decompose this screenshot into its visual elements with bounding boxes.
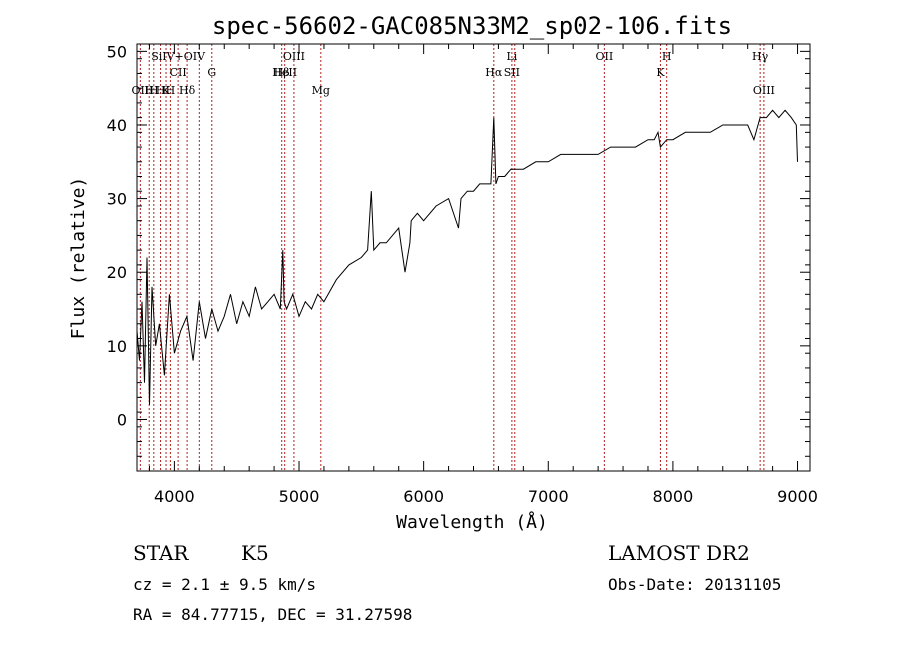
coordinates-text: RA = 84.77715, DEC = 31.27598 — [133, 605, 412, 624]
line-label: HeII — [272, 66, 297, 79]
line-label: H — [149, 84, 159, 97]
y-tick-label: 30 — [107, 190, 127, 209]
x-tick-label: 5000 — [279, 487, 320, 506]
survey-label: LAMOST DR2 — [608, 541, 750, 565]
plot-frame — [136, 43, 811, 472]
y-tick-label: 40 — [107, 116, 127, 135]
x-tick-label: 4000 — [154, 487, 195, 506]
line-label: OIII — [283, 50, 305, 63]
line-label: Hβ — [274, 66, 290, 79]
line-label: SiIV+OIV — [151, 50, 206, 63]
y-tick-label: 10 — [107, 337, 127, 356]
line-label: Hγ — [752, 50, 769, 63]
y-tick-label: 50 — [107, 42, 127, 61]
line-label: H — [156, 84, 166, 97]
class-label: STAR — [133, 541, 189, 565]
subclass-label: K5 — [241, 541, 269, 565]
cz-text: cz = 2.1 ± 9.5 km/s — [133, 575, 316, 594]
x-tick-label: 7000 — [528, 487, 569, 506]
line-label: SII — [504, 66, 520, 79]
x-axis-label: Wavelength (Å) — [396, 511, 548, 533]
line-label: Hα — [485, 66, 503, 79]
y-axis-label: Flux (relative) — [68, 177, 89, 340]
x-axis-ticks: 4000 5000 6000 7000 8000 9000 — [148, 44, 818, 506]
line-label: CII — [170, 66, 187, 79]
x-tick-label: 8000 — [653, 487, 694, 506]
x-tick-label: 6000 — [403, 487, 444, 506]
line-label: Li — [506, 50, 517, 63]
line-label: K — [656, 66, 665, 79]
y-tick-label: 0 — [117, 410, 127, 429]
obs-date-text: Obs-Date: 20131105 — [608, 575, 781, 594]
line-label: OII — [132, 84, 150, 97]
line-label: H — [166, 84, 176, 97]
line-label: OII — [596, 50, 614, 63]
y-axis-ticks: 0 10 20 30 40 50 — [107, 42, 810, 457]
chart-title: spec-56602-GAC085N33M2_sp02-106.fits — [212, 12, 732, 40]
line-label: Hδ — [179, 84, 196, 97]
x-tick-label: 9000 — [777, 487, 818, 506]
line-label: H — [144, 84, 154, 97]
line-label: OIII — [753, 84, 775, 97]
line-label: K — [162, 84, 171, 97]
emission-line-markers — [139, 44, 765, 471]
spectrum-line — [136, 109, 798, 405]
line-label: H — [662, 50, 672, 63]
y-tick-label: 20 — [107, 263, 127, 282]
line-label: G — [207, 66, 216, 79]
line-label: Mg — [312, 84, 330, 97]
